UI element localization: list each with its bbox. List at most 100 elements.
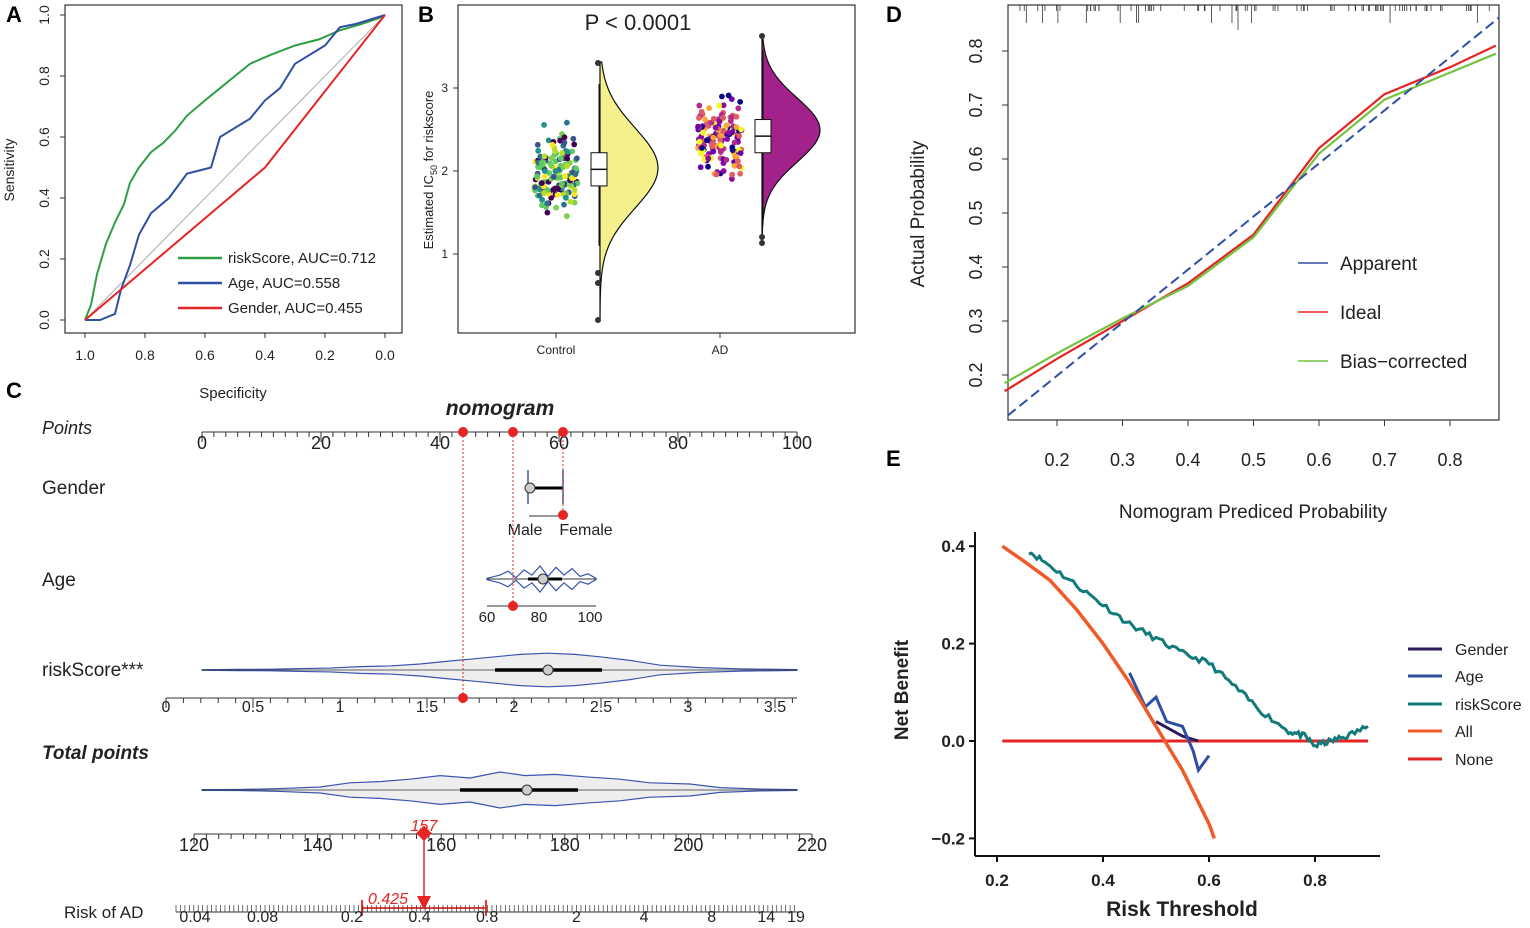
jitter-point <box>713 171 720 178</box>
jitter-point <box>710 134 717 141</box>
total-tick-label: 200 <box>673 835 703 855</box>
calibration-x-label: Nomogram Prediced Probability <box>1119 502 1388 523</box>
dca-y-tick-label: −0.2 <box>931 829 965 848</box>
jitter-point <box>716 102 723 109</box>
calibration-bias-corrected-line <box>1004 52 1497 385</box>
age-tick-60: 60 <box>479 609 496 626</box>
gender-median-dot <box>524 482 536 494</box>
panel-c-label: C <box>6 378 22 403</box>
jitter-point <box>569 148 576 155</box>
jitter-point <box>573 155 580 162</box>
roc-x-tick-label: 0.0 <box>375 347 395 363</box>
jitter-point <box>705 155 712 162</box>
panel-d: D 0.20.30.40.50.60.70.8 0.2 0.3 0.4 0.5 0.6 0… <box>886 2 1500 523</box>
jitter-point <box>736 133 743 139</box>
jitter-point <box>539 196 545 203</box>
dca-legend: Gender Age riskScore All None <box>1408 642 1522 769</box>
jitter-point <box>548 194 555 201</box>
jitter-point <box>704 137 710 144</box>
jitter-point <box>571 191 578 198</box>
calibration-y-label: Actual Probability <box>908 140 929 287</box>
panel-e: E 0.4 0.2 0.0 −0.2 0.2 0.4 0.6 0.8 Net Benefit… <box>886 446 1522 921</box>
jitter-points-ad <box>695 92 745 182</box>
roc-line-riskscore <box>84 14 386 321</box>
riskscore-tick-label: 3 <box>684 699 693 716</box>
jitter-point <box>538 159 545 166</box>
age-violin <box>486 565 597 593</box>
jitter-point <box>564 155 571 162</box>
dca-x-label: Risk Threshold <box>1106 898 1258 921</box>
roc-line-gender <box>84 14 386 321</box>
roc-y-tick-label: 0.2 <box>36 249 52 269</box>
roc-y-tick-label: 1.0 <box>36 5 52 25</box>
points-tick-label: 20 <box>311 433 331 453</box>
panel-a-label: A <box>6 2 22 27</box>
jitter-point <box>724 136 731 142</box>
jitter-point <box>562 194 569 201</box>
calibration-legend-ideal: Ideal <box>1340 303 1381 324</box>
jitter-point <box>532 184 539 191</box>
calibration-x-tick-label: 0.4 <box>1175 450 1200 470</box>
dca-legend-none: None <box>1455 752 1493 769</box>
jitter-point <box>729 114 735 121</box>
jitter-point <box>736 163 743 170</box>
jitter-point <box>544 209 551 216</box>
nomogram-row-age: Age <box>42 570 76 591</box>
jitter-point <box>563 213 570 220</box>
calibration-legend-bias: Bias−corrected <box>1340 352 1467 373</box>
roc-y-ticks: 0.0 0.2 0.4 0.6 0.8 1.0 <box>36 5 65 330</box>
total-median-dot <box>521 784 533 796</box>
riskad-tick-label: 0.8 <box>476 909 498 926</box>
calibration-y-tick-label: 0.2 <box>966 362 986 387</box>
roc-legend-gender: Gender, AUC=0.455 <box>228 300 363 317</box>
jitter-point <box>563 119 570 126</box>
total-value-label: 157 <box>411 818 439 835</box>
roc-x-ticks: 1.0 0.8 0.6 0.4 0.2 0.0 <box>75 333 395 363</box>
raincloud-y-label: Estimated IC50 for riskscore <box>421 91 439 250</box>
nomogram-row-points: Points <box>42 418 92 438</box>
calibration-x-tick-label: 0.3 <box>1110 450 1135 470</box>
calibration-legend-apparent: Apparent <box>1340 254 1418 275</box>
jitter-point <box>571 186 578 193</box>
jitter-point <box>534 173 540 180</box>
risk-arrow-head <box>417 896 431 910</box>
raincloud-y-tick-label: 3 <box>441 81 448 95</box>
raincloud-pvalue: P < 0.0001 <box>585 10 692 35</box>
jitter-point <box>738 126 744 133</box>
panel-e-label: E <box>886 446 901 471</box>
roc-x-tick-label: 1.0 <box>75 347 95 363</box>
jitter-point <box>737 150 744 156</box>
calibration-y-tick-label: 0.7 <box>966 92 986 117</box>
jitter-point <box>737 170 744 177</box>
jitter-point <box>573 165 579 172</box>
calibration-y-tick-label: 0.8 <box>966 38 986 63</box>
jitter-point <box>735 105 742 112</box>
calibration-y-tick-label: 0.6 <box>966 146 986 171</box>
roc-x-label: Specificity <box>199 385 267 402</box>
jitter-point <box>700 130 707 136</box>
dca-legend-age: Age <box>1455 669 1484 686</box>
jitter-point <box>698 150 704 157</box>
panel-a: A 0.00.20.40.60.81.0 1.0 0.8 0.6 0.4 0.2 0.0 … <box>1 2 403 402</box>
jitter-point <box>710 115 717 122</box>
calibration-x-tick-label: 0.6 <box>1306 450 1331 470</box>
jitter-point <box>550 173 557 180</box>
jitter-point <box>559 150 565 156</box>
dca-x-tick-label: 0.2 <box>985 871 1009 890</box>
raincloud-x-control: Control <box>537 343 576 357</box>
jitter-point <box>737 98 744 105</box>
age-tick-100: 100 <box>577 609 602 626</box>
jitter-point <box>702 116 708 123</box>
jitter-point <box>553 204 560 211</box>
roc-x-tick-label: 0.6 <box>195 347 215 363</box>
total-ticks: 120 140 160 180 200 220 <box>179 834 827 855</box>
dca-line-all <box>1001 544 1216 839</box>
roc-y-tick-label: 0.6 <box>36 127 52 147</box>
jitter-point <box>548 162 555 169</box>
jitter-point <box>723 156 730 163</box>
jitter-point <box>725 92 732 99</box>
dca-line-riskscore <box>1028 551 1369 749</box>
jitter-point <box>705 163 711 170</box>
panel-b-label: B <box>418 2 434 27</box>
boxplot-ad <box>754 50 772 225</box>
